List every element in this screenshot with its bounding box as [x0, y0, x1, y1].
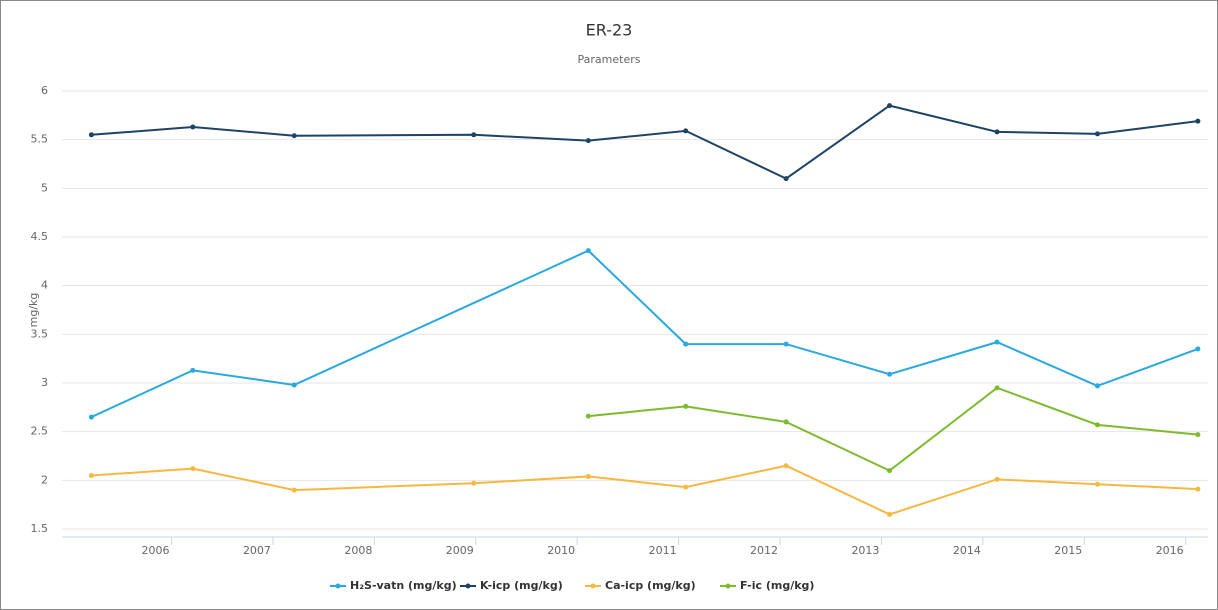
series-line	[90, 249, 1199, 418]
data-point	[1094, 131, 1100, 137]
data-point	[291, 487, 297, 493]
legend-symbol-marker	[590, 583, 596, 589]
data-point	[1094, 481, 1100, 487]
data-point	[683, 484, 689, 490]
x-tick-label: 2015	[1054, 544, 1082, 557]
data-point	[1195, 486, 1201, 492]
data-point	[190, 367, 196, 373]
legend-label: H₂S-vatn (mg/kg)	[350, 579, 457, 592]
data-point	[887, 371, 893, 377]
y-tick-label: 4	[41, 279, 48, 292]
x-tick-label: 2007	[243, 544, 271, 557]
y-tick-label: 1.5	[31, 522, 49, 535]
y-axis-label: mg/kg	[27, 293, 40, 328]
x-tick-label: 2011	[649, 544, 677, 557]
y-tick-label: 2	[41, 473, 48, 486]
y-tick-label: 3.5	[31, 327, 49, 340]
data-point	[1195, 346, 1201, 352]
data-point	[190, 124, 196, 130]
legend-label: Ca-icp (mg/kg)	[605, 579, 696, 592]
data-point	[88, 472, 94, 478]
legend-symbol-marker	[465, 583, 471, 589]
data-point	[1195, 118, 1201, 124]
x-tick-label: 2008	[344, 544, 372, 557]
data-point	[994, 476, 1000, 482]
legend-label: F-ic (mg/kg)	[740, 579, 814, 592]
data-point	[585, 413, 591, 419]
data-point	[1094, 422, 1100, 428]
data-point	[783, 176, 789, 182]
data-point	[994, 129, 1000, 135]
data-point	[683, 128, 689, 134]
data-point	[471, 132, 477, 138]
x-tick-label: 2014	[953, 544, 981, 557]
x-tick-label: 2010	[547, 544, 575, 557]
data-point	[88, 132, 94, 138]
chart-subtitle: Parameters	[578, 53, 641, 66]
data-point	[783, 341, 789, 347]
data-point	[683, 341, 689, 347]
data-point	[994, 339, 1000, 345]
legend: H₂S-vatn (mg/kg) K-icp (mg/kg) Ca-icp (mg/…	[330, 579, 814, 592]
data-point	[994, 385, 1000, 391]
data-point	[887, 103, 893, 109]
legend-label: K-icp (mg/kg)	[480, 579, 563, 592]
data-point	[783, 463, 789, 469]
data-point	[783, 419, 789, 425]
data-point	[585, 248, 591, 254]
x-tick-label: 2009	[446, 544, 474, 557]
x-tick-label: 2006	[142, 544, 170, 557]
legend-symbol-marker	[335, 583, 341, 589]
y-tick-label: 5.5	[31, 133, 49, 146]
data-point	[887, 511, 893, 517]
y-tick-label: 4.5	[31, 230, 49, 243]
y-tick-label: 6	[41, 84, 48, 97]
data-point	[1195, 432, 1201, 438]
data-point	[88, 414, 94, 420]
data-point	[585, 138, 591, 144]
data-point	[585, 473, 591, 479]
chart-title: ER-23	[586, 21, 633, 40]
data-point	[291, 133, 297, 139]
data-point	[683, 403, 689, 409]
data-point	[291, 382, 297, 388]
y-tick-label: 2.5	[31, 425, 49, 438]
data-point	[471, 480, 477, 486]
data-point	[887, 468, 893, 474]
legend-symbol-marker	[725, 583, 731, 589]
x-tick-label: 2013	[851, 544, 879, 557]
y-tick-label: 5	[41, 181, 48, 194]
x-tick-label: 2016	[1156, 544, 1184, 557]
y-tick-label: 3	[41, 376, 48, 389]
x-tick-label: 2012	[750, 544, 778, 557]
data-point	[1094, 383, 1100, 389]
data-point	[190, 466, 196, 472]
